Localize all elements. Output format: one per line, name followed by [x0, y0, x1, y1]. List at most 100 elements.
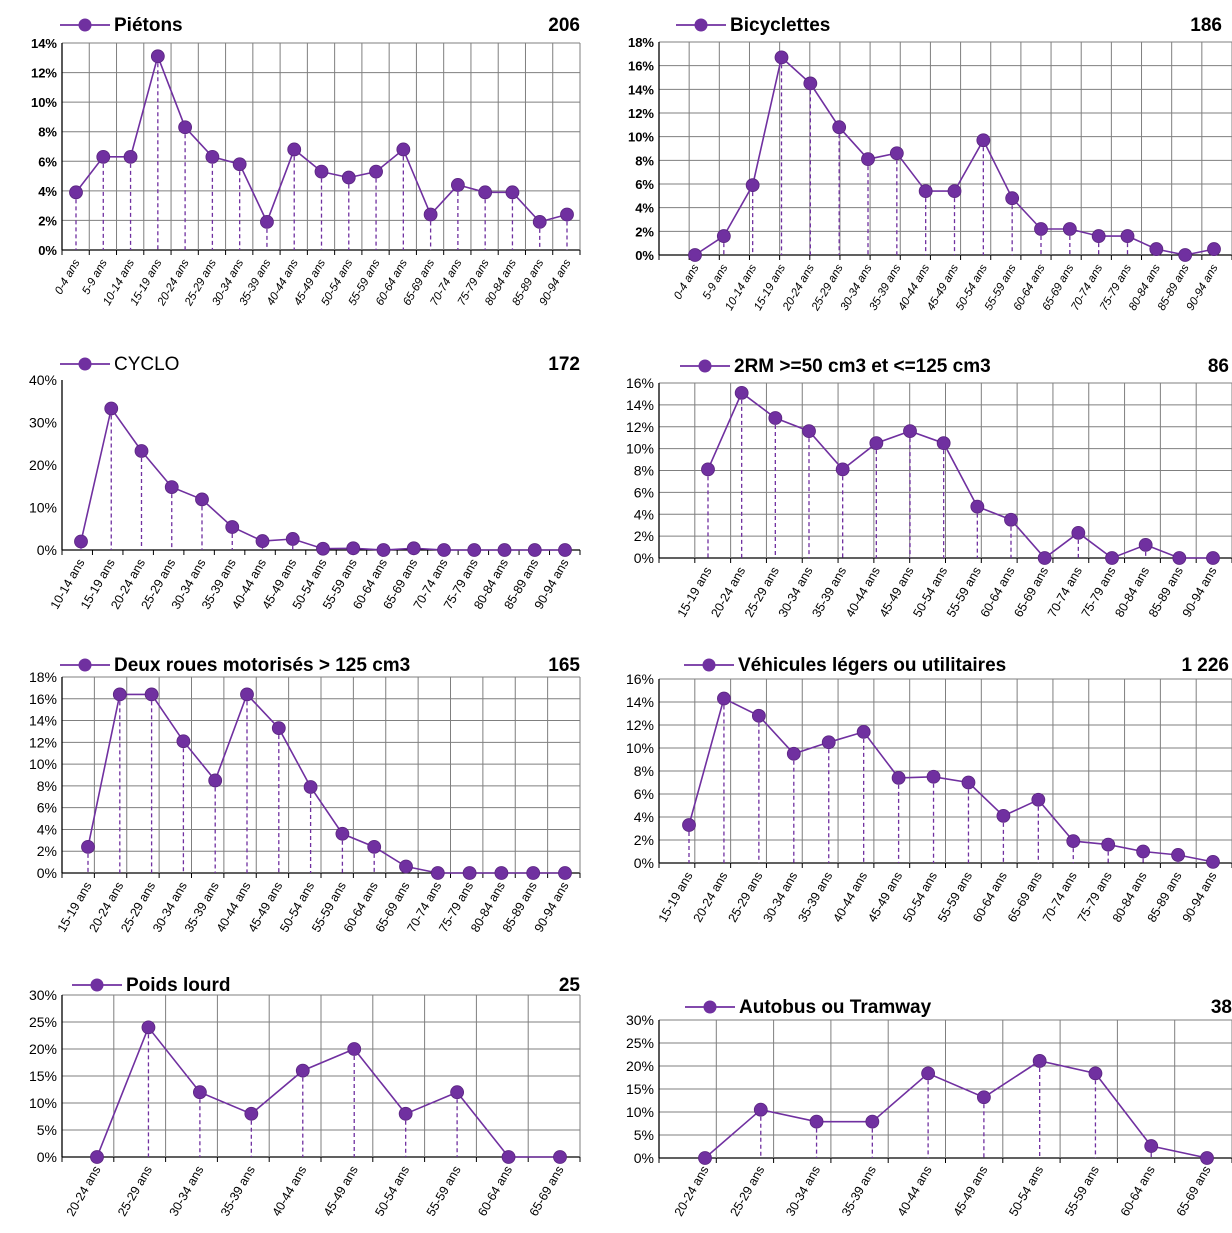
data-point — [961, 775, 976, 790]
x-tick-label: 80-84 ans — [1110, 870, 1150, 925]
data-point — [450, 1085, 465, 1100]
y-tick-label: 30% — [626, 1012, 654, 1028]
data-point — [369, 164, 383, 179]
data-point — [1178, 248, 1193, 262]
data-point — [376, 543, 391, 557]
y-tick-label: 12% — [626, 717, 654, 733]
data-point — [494, 866, 509, 880]
data-point — [164, 480, 179, 495]
data-point — [1138, 537, 1153, 552]
data-point — [295, 1063, 310, 1078]
data-point — [144, 687, 159, 702]
data-point — [803, 76, 818, 91]
y-tick-label: 5% — [634, 1127, 654, 1143]
data-point — [240, 687, 254, 702]
y-tick-label: 10% — [626, 740, 654, 756]
data-point — [423, 207, 438, 222]
y-tick-label: 30% — [29, 987, 57, 1003]
data-point — [176, 734, 191, 749]
legend-marker — [78, 18, 92, 32]
legend-marker — [78, 658, 92, 672]
data-point — [970, 499, 985, 514]
x-tick-label: 55-59 ans — [935, 870, 975, 925]
data-point — [341, 170, 356, 185]
x-tick-label: 30-34 ans — [783, 1164, 823, 1219]
y-tick-label: 15% — [29, 1068, 57, 1084]
y-tick-label: 18% — [628, 35, 654, 50]
x-tick-label: 55-59 ans — [1062, 1164, 1102, 1219]
data-point — [467, 543, 482, 557]
data-point — [192, 1085, 207, 1100]
x-tick-label: 65-69 ans — [1005, 870, 1045, 925]
y-tick-label: 6% — [635, 177, 654, 192]
y-tick-label: 4% — [634, 506, 654, 522]
data-point — [553, 1150, 567, 1164]
data-point — [1005, 191, 1020, 206]
data-point — [287, 142, 302, 157]
data-point — [558, 866, 572, 880]
data-point — [1207, 242, 1221, 256]
x-tick-label: 35-39 ans — [795, 870, 835, 925]
y-tick-label: 10% — [626, 1104, 654, 1120]
data-point — [208, 773, 223, 788]
y-tick-label: 2% — [634, 528, 654, 544]
y-tick-label: 5% — [37, 1122, 57, 1138]
chart-title: Deux roues motorisés > 125 cm3 — [114, 655, 410, 676]
data-point — [303, 780, 318, 794]
y-tick-label: 0% — [37, 1149, 57, 1165]
chart-total: 86 — [1208, 356, 1229, 377]
data-point — [1105, 551, 1119, 565]
y-tick-label: 12% — [31, 66, 57, 81]
y-tick-label: 2% — [635, 224, 654, 239]
data-point — [462, 866, 477, 880]
data-point — [1101, 837, 1116, 852]
x-tick-label: 40-44 ans — [269, 1164, 309, 1219]
data-point — [903, 424, 917, 439]
x-tick-label: 35-39 ans — [218, 1164, 258, 1219]
y-tick-label: 14% — [628, 82, 654, 97]
data-point — [1120, 229, 1135, 243]
data-point — [225, 520, 240, 534]
x-tick-label: 30-34 ans — [760, 870, 800, 925]
data-point — [195, 492, 209, 507]
y-tick-label: 8% — [38, 125, 57, 140]
chart-total: 165 — [548, 655, 580, 676]
data-point — [437, 543, 451, 557]
chart-title: Bicyclettes — [730, 15, 830, 36]
data-point — [809, 1114, 824, 1129]
y-tick-label: 6% — [38, 154, 57, 169]
y-tick-label: 8% — [635, 153, 654, 168]
x-tick-label: 40-44 ans — [895, 1164, 935, 1219]
y-tick-label: 10% — [626, 441, 654, 457]
data-point — [1037, 551, 1052, 565]
y-tick-label: 16% — [628, 59, 654, 74]
y-tick-label: 10% — [628, 130, 654, 145]
y-tick-label: 20% — [29, 457, 57, 473]
data-point — [335, 826, 350, 841]
legend-marker — [702, 658, 716, 672]
y-tick-label: 14% — [626, 397, 654, 413]
y-tick-label: 30% — [29, 415, 57, 431]
data-point — [399, 859, 413, 874]
x-tick-label: 5-9 ans — [80, 257, 110, 296]
data-point — [497, 543, 512, 557]
data-point — [926, 769, 941, 784]
data-point — [1144, 1139, 1159, 1153]
data-point — [918, 184, 933, 199]
chart-title: Poids lourd — [126, 975, 231, 996]
data-point — [316, 541, 330, 556]
y-tick-label: 0% — [634, 855, 654, 871]
chart-title: Véhicules légers ou utilitaires — [738, 655, 1006, 676]
y-tick-label: 16% — [29, 691, 57, 707]
x-tick-label: 15-19 ans — [656, 870, 696, 925]
chart-title: Piétons — [114, 15, 183, 36]
data-point — [74, 534, 88, 549]
data-point — [786, 746, 801, 761]
y-tick-label: 2% — [634, 832, 654, 848]
data-point — [232, 157, 247, 172]
y-tick-label: 25% — [626, 1035, 654, 1051]
series-line — [704, 1060, 1208, 1159]
